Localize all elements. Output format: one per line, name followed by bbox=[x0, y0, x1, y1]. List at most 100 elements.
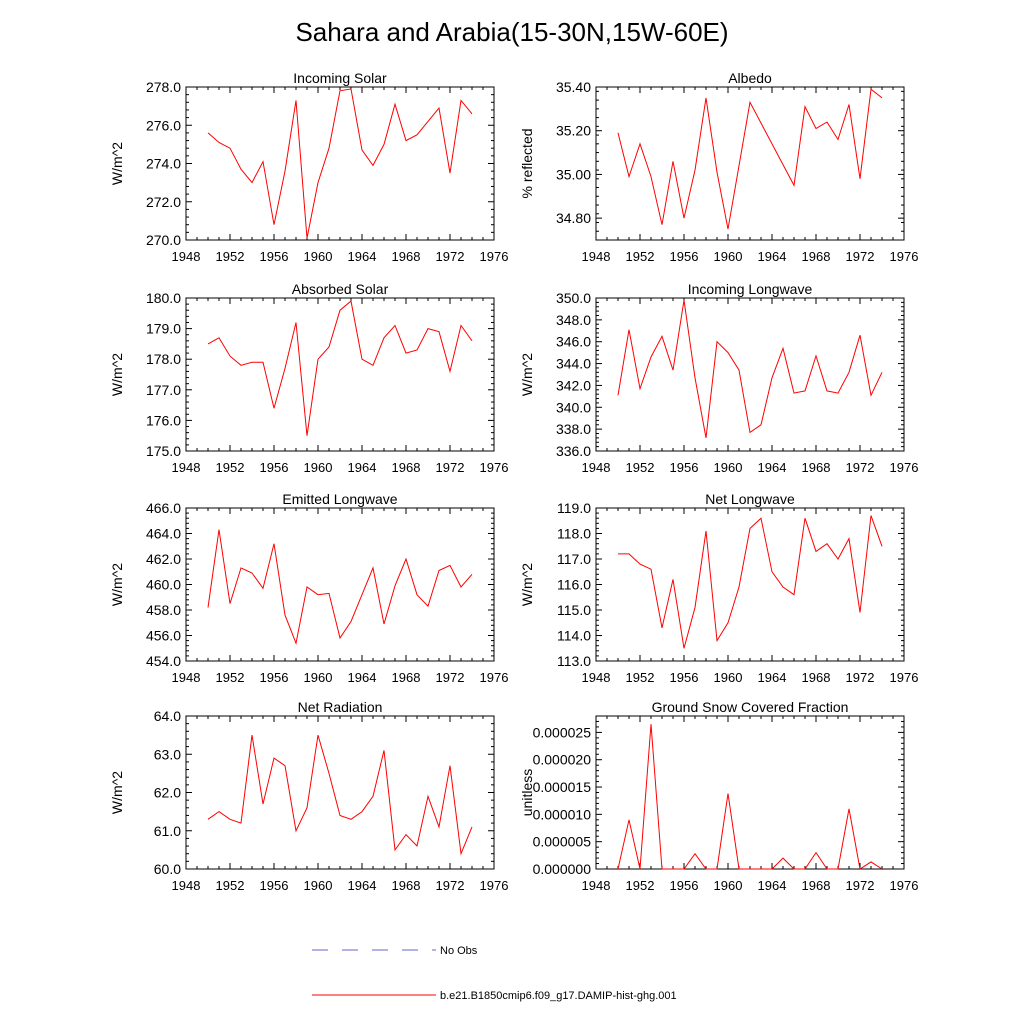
y-tick-label: 462.0 bbox=[146, 551, 181, 567]
x-tick-label: 1960 bbox=[304, 460, 333, 475]
y-tick-label: 350.0 bbox=[556, 290, 591, 306]
y-tick-label: 35.00 bbox=[556, 166, 591, 182]
y-tick-label: 115.0 bbox=[557, 602, 591, 618]
x-tick-label: 1972 bbox=[436, 670, 465, 685]
panel-title: Absorbed Solar bbox=[292, 281, 389, 297]
x-tick-label: 1968 bbox=[802, 670, 831, 685]
y-tick-label: 0.000000 bbox=[533, 861, 592, 877]
y-tick-label: 35.20 bbox=[556, 123, 591, 139]
y-tick-label: 34.80 bbox=[556, 210, 591, 226]
y-axis-label: unitless bbox=[519, 769, 535, 816]
x-tick-label: 1972 bbox=[436, 878, 465, 893]
series-line bbox=[207, 300, 473, 436]
x-tick-label: 1956 bbox=[260, 460, 289, 475]
x-tick-label: 1948 bbox=[172, 670, 201, 685]
y-tick-label: 175.0 bbox=[146, 443, 181, 459]
y-axis-label: W/m^2 bbox=[519, 353, 535, 396]
y-tick-label: 177.0 bbox=[146, 382, 181, 398]
plot-frame bbox=[185, 715, 495, 870]
y-tick-label: 346.0 bbox=[556, 334, 591, 350]
plot-frame bbox=[185, 297, 495, 452]
y-tick-label: 340.0 bbox=[556, 399, 591, 415]
x-tick-label: 1976 bbox=[890, 249, 919, 264]
legend: No Obs b.e21.B1850cmip6.f09_g17.DAMIP-hi… bbox=[312, 945, 677, 1002]
x-tick-label: 1976 bbox=[480, 670, 509, 685]
x-tick-label: 1976 bbox=[480, 249, 509, 264]
y-tick-label: 0.000025 bbox=[533, 724, 592, 740]
panel-net-radiation: Net Radiation W/m^2 1948 1952 1956 1960 1964 19… bbox=[109, 699, 508, 893]
y-tick-label: 270.0 bbox=[146, 232, 181, 248]
y-tick-label: 63.0 bbox=[154, 746, 181, 762]
x-tick-label: 1952 bbox=[216, 878, 245, 893]
x-tick-label: 1952 bbox=[626, 878, 655, 893]
x-tick-label: 1968 bbox=[802, 460, 831, 475]
x-tick-label: 1948 bbox=[582, 249, 611, 264]
x-tick-label: 1960 bbox=[714, 670, 743, 685]
x-tick-label: 1972 bbox=[436, 249, 465, 264]
y-axis-label: W/m^2 bbox=[109, 142, 125, 185]
y-tick-label: 0.000020 bbox=[533, 752, 592, 768]
panel-emitted-longwave: Emitted Longwave W/m^2 1948 1952 1956 1960 196… bbox=[109, 491, 508, 685]
y-tick-label: 276.0 bbox=[146, 117, 181, 133]
x-tick-label: 1960 bbox=[714, 460, 743, 475]
y-tick-label: 62.0 bbox=[154, 785, 181, 801]
x-tick-label: 1968 bbox=[392, 670, 421, 685]
y-tick-label: 0.000005 bbox=[533, 834, 592, 850]
panel-title: Emitted Longwave bbox=[282, 491, 397, 507]
panel-title: Incoming Solar bbox=[293, 70, 387, 86]
y-tick-label: 466.0 bbox=[146, 500, 181, 516]
y-tick-label: 176.0 bbox=[146, 412, 181, 428]
series-line bbox=[617, 88, 883, 230]
x-tick-label: 1964 bbox=[348, 670, 377, 685]
x-tick-label: 1968 bbox=[392, 249, 421, 264]
y-tick-label: 35.40 bbox=[556, 79, 591, 95]
y-tick-label: 348.0 bbox=[556, 312, 591, 328]
y-axis-label: W/m^2 bbox=[109, 771, 125, 814]
series-line bbox=[207, 529, 473, 645]
x-tick-label: 1952 bbox=[626, 460, 655, 475]
x-tick-label: 1972 bbox=[436, 460, 465, 475]
y-axis-label: W/m^2 bbox=[519, 563, 535, 606]
x-tick-label: 1964 bbox=[348, 878, 377, 893]
x-tick-label: 1952 bbox=[626, 249, 655, 264]
plot-frame bbox=[595, 297, 905, 452]
y-tick-label: 344.0 bbox=[556, 356, 591, 372]
x-tick-label: 1964 bbox=[348, 460, 377, 475]
panel-title: Net Radiation bbox=[298, 699, 383, 715]
y-tick-label: 60.0 bbox=[154, 861, 181, 877]
y-tick-label: 113.0 bbox=[557, 653, 591, 669]
y-tick-label: 117.0 bbox=[557, 551, 591, 567]
x-tick-label: 1952 bbox=[216, 249, 245, 264]
y-tick-label: 0.000015 bbox=[533, 779, 592, 795]
x-tick-label: 1972 bbox=[846, 249, 875, 264]
x-tick-label: 1948 bbox=[172, 460, 201, 475]
x-tick-label: 1968 bbox=[392, 460, 421, 475]
series-line bbox=[207, 734, 473, 856]
y-tick-label: 178.0 bbox=[146, 351, 181, 367]
panel-incoming-longwave: Incoming Longwave W/m^2 1948 1952 1956 1960 19… bbox=[519, 281, 918, 475]
x-tick-label: 1964 bbox=[758, 460, 787, 475]
series-line bbox=[617, 724, 883, 870]
x-tick-label: 1964 bbox=[758, 249, 787, 264]
x-tick-label: 1956 bbox=[670, 249, 699, 264]
x-tick-label: 1972 bbox=[846, 460, 875, 475]
legend-label-no-obs: No Obs bbox=[440, 945, 478, 957]
x-tick-label: 1952 bbox=[216, 670, 245, 685]
y-tick-label: 179.0 bbox=[146, 321, 181, 337]
y-tick-label: 119.0 bbox=[557, 500, 591, 516]
x-tick-label: 1968 bbox=[802, 249, 831, 264]
y-tick-label: 64.0 bbox=[154, 708, 181, 724]
panel-ground-snow-covered-fraction: Ground Snow Covered Fraction unitless 1948… bbox=[519, 699, 918, 893]
x-tick-label: 1960 bbox=[304, 670, 333, 685]
y-tick-label: 460.0 bbox=[146, 577, 181, 593]
x-tick-label: 1952 bbox=[626, 670, 655, 685]
x-tick-label: 1964 bbox=[758, 670, 787, 685]
panel-incoming-solar: Incoming Solar W/m^2 1948 1952 1956 1960 1964 1… bbox=[109, 70, 508, 264]
y-axis-label: W/m^2 bbox=[109, 563, 125, 606]
panel-albedo: Albedo % reflected 1948 1952 1956 1960 1964 196… bbox=[519, 70, 918, 264]
x-tick-label: 1948 bbox=[172, 878, 201, 893]
series-line bbox=[617, 300, 883, 438]
y-tick-label: 336.0 bbox=[556, 443, 591, 459]
legend-label-model-run: b.e21.B1850cmip6.f09_g17.DAMIP-hist-ghg.… bbox=[440, 990, 677, 1002]
